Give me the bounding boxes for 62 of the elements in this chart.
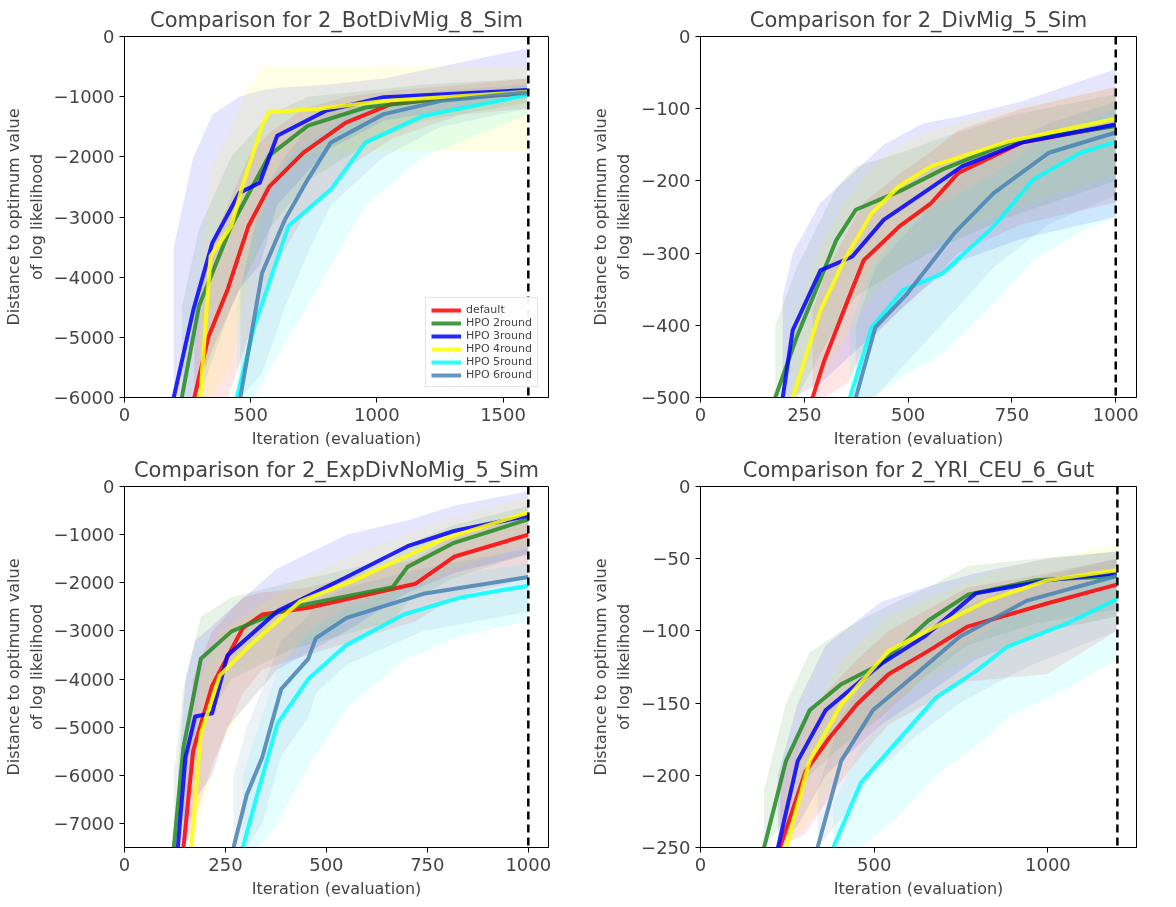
legend-label: HPO 4round: [466, 342, 532, 355]
x-tick-label: 500: [890, 403, 926, 425]
y-tick-label: −5000: [53, 326, 115, 348]
y-tick-label: −400: [641, 314, 691, 336]
y-tick-label: 0: [679, 476, 691, 497]
y-tick-label: −2000: [53, 146, 115, 168]
y-axis-title: Distance to optimum value of log likelihood: [3, 108, 46, 326]
x-tick-label: 750: [994, 403, 1030, 425]
legend-label: HPO 5round: [466, 355, 532, 368]
y-tick-label: −1000: [53, 524, 115, 546]
x-tick-label: 0: [118, 853, 131, 875]
y-tick-label: −250: [641, 837, 691, 858]
y-tick-label: −150: [641, 692, 691, 714]
y-axis-title: Distance to optimum value of log likelihood: [3, 558, 46, 776]
y-tick-label: 0: [679, 26, 691, 47]
y-tick-label: −2000: [53, 572, 115, 594]
y-tick-label: −100: [641, 98, 691, 120]
legend-label: HPO 6round: [466, 368, 532, 381]
y-tick-label: −300: [641, 242, 691, 264]
y-tick-label: −50: [652, 548, 691, 570]
x-axis-title: Iteration (evaluation): [251, 878, 422, 898]
x-tick-label: 500: [309, 853, 344, 875]
y-tick-label: −500: [641, 387, 691, 408]
y-tick-label: −3000: [53, 620, 115, 642]
x-tick-label: 1000: [353, 403, 400, 425]
x-axis-title: Iteration (evaluation): [833, 878, 1004, 898]
legend-label: HPO 2round: [466, 316, 532, 329]
x-tick-label: 1000: [1025, 853, 1071, 875]
y-axis-title: Distance to optimum value of log likelihood: [591, 108, 634, 326]
legend-label: default: [466, 303, 505, 316]
chart-title: Comparison for 2_BotDivMig_8_Sim: [150, 7, 524, 33]
x-tick-label: 1000: [505, 853, 552, 875]
y-tick-label: −6000: [53, 387, 115, 408]
x-tick-label: 1500: [480, 403, 526, 425]
x-tick-label: 250: [208, 853, 243, 875]
y-tick-label: −200: [641, 170, 691, 192]
x-axis-title: Iteration (evaluation): [251, 428, 422, 448]
y-tick-label: −100: [641, 620, 691, 642]
x-tick-label: 1000: [1092, 403, 1139, 425]
y-tick-label: 0: [103, 26, 115, 47]
x-tick-label: 0: [694, 403, 707, 425]
x-tick-label: 500: [857, 853, 892, 875]
chart-title: Comparison for 2_ExpDivNoMig_5_Sim: [133, 457, 540, 483]
x-tick-label: 0: [694, 853, 707, 875]
y-tick-label: −7000: [53, 812, 115, 834]
chart-title: Comparison for 2_YRI_CEU_6_Gut: [742, 457, 1095, 483]
y-tick-label: −3000: [53, 206, 115, 228]
x-tick-label: 0: [118, 403, 131, 425]
x-tick-label: 250: [787, 403, 822, 425]
x-tick-label: 500: [233, 403, 268, 425]
y-tick-label: −4000: [53, 266, 115, 288]
y-tick-label: −6000: [53, 764, 115, 786]
y-tick-label: −5000: [53, 716, 115, 738]
chart-title: Comparison for 2_DivMig_5_Sim: [749, 7, 1088, 33]
x-axis-title: Iteration (evaluation): [833, 428, 1004, 448]
y-axis-title: Distance to optimum value of log likelihood: [591, 558, 634, 776]
legend-label: HPO 3round: [466, 329, 532, 342]
y-tick-label: −4000: [53, 668, 115, 690]
x-tick-label: 750: [410, 853, 445, 875]
y-tick-label: 0: [103, 476, 115, 497]
y-tick-label: −200: [641, 764, 691, 786]
y-tick-label: −1000: [53, 86, 115, 108]
